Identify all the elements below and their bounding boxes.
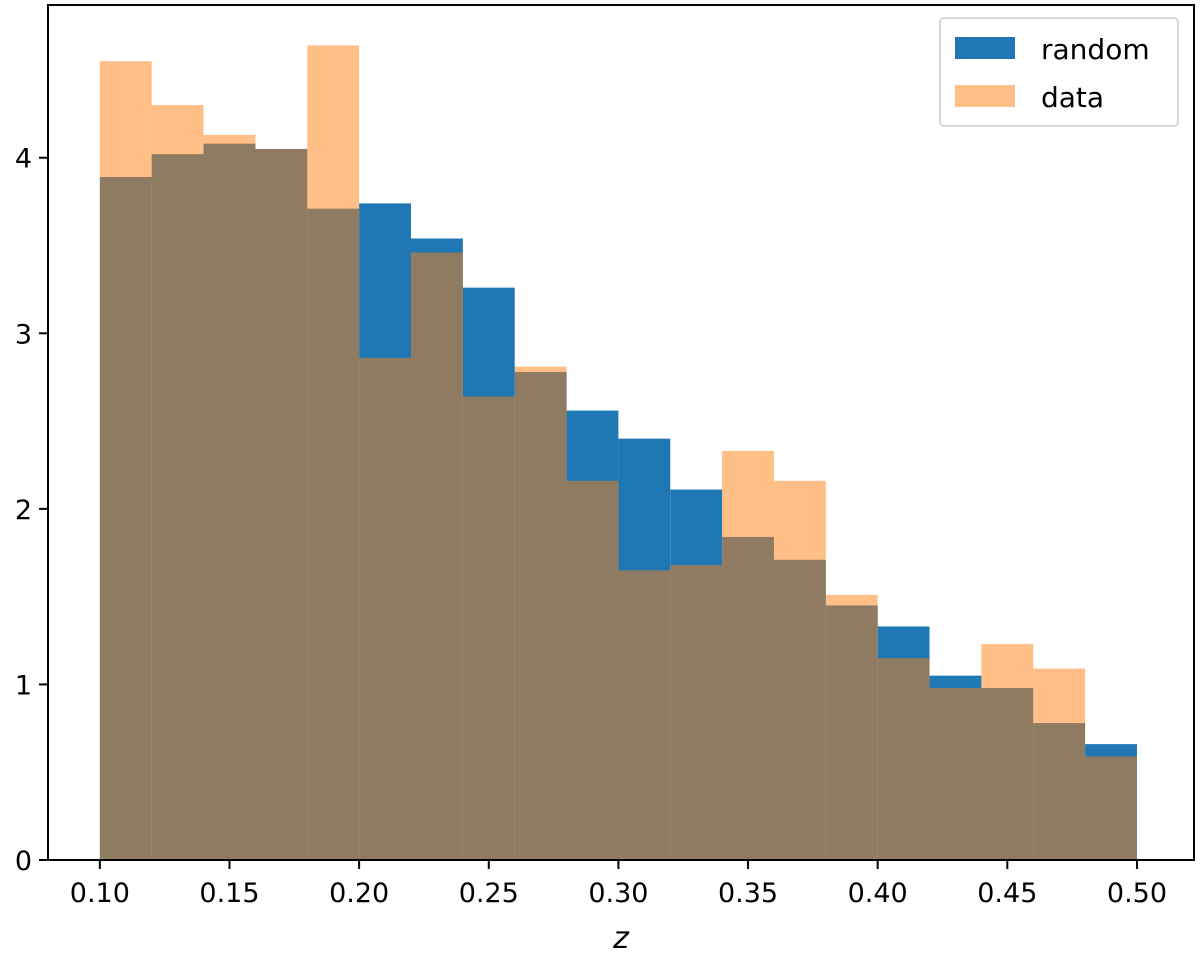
x-axis-ticks: 0.10 0.15 0.20 0.25 0.30 0.35 0.40 0.45 0.50 [70, 860, 1167, 909]
x-axis-title: z [612, 921, 630, 956]
y-tick-label: 1 [15, 670, 32, 701]
x-tick-label: 0.30 [588, 878, 648, 909]
x-tick-label: 0.15 [199, 878, 259, 909]
legend-label-data: data [1041, 81, 1104, 114]
y-tick-label: 4 [15, 144, 32, 175]
bar-data-9 [566, 480, 619, 860]
bar-data-5 [359, 357, 411, 860]
bar-data-3 [255, 148, 308, 861]
x-tick-label: 0.45 [977, 878, 1037, 909]
legend-swatch-random [955, 37, 1015, 59]
bar-data-7 [462, 396, 515, 860]
x-tick-label: 0.40 [848, 878, 908, 909]
bar-data-4 [307, 45, 360, 860]
y-tick-label: 3 [15, 319, 32, 350]
bar-data-15 [877, 658, 930, 860]
bar-data-17 [981, 644, 1034, 860]
data-series-bars [99, 45, 1137, 861]
plot-frame [47, 4, 1195, 861]
bar-data-1 [151, 105, 204, 860]
legend-label-random: random [1041, 33, 1150, 66]
y-axis-ticks: 0 1 2 3 4 [15, 144, 48, 877]
bar-data-0 [99, 61, 152, 860]
legend-swatch-data [955, 85, 1015, 107]
bar-data-13 [773, 480, 826, 860]
bar-data-11 [670, 565, 723, 860]
bar-data-6 [410, 252, 463, 860]
bar-data-10 [618, 570, 671, 860]
x-tick-label: 0.50 [1107, 878, 1167, 909]
x-tick-label: 0.20 [329, 878, 389, 909]
bar-data-19 [1085, 756, 1137, 860]
legend: random data [939, 17, 1179, 127]
bar-data-12 [722, 450, 774, 860]
bar-data-2 [203, 134, 256, 861]
bar-data-8 [514, 366, 567, 860]
bar-data-18 [1033, 668, 1086, 860]
y-tick-label: 2 [15, 495, 32, 526]
x-tick-label: 0.25 [459, 878, 519, 909]
bar-data-16 [929, 687, 982, 860]
bar-data-14 [825, 594, 878, 860]
y-tick-label: 0 [15, 846, 32, 877]
x-tick-label: 0.10 [70, 878, 130, 909]
x-tick-label: 0.35 [718, 878, 778, 909]
